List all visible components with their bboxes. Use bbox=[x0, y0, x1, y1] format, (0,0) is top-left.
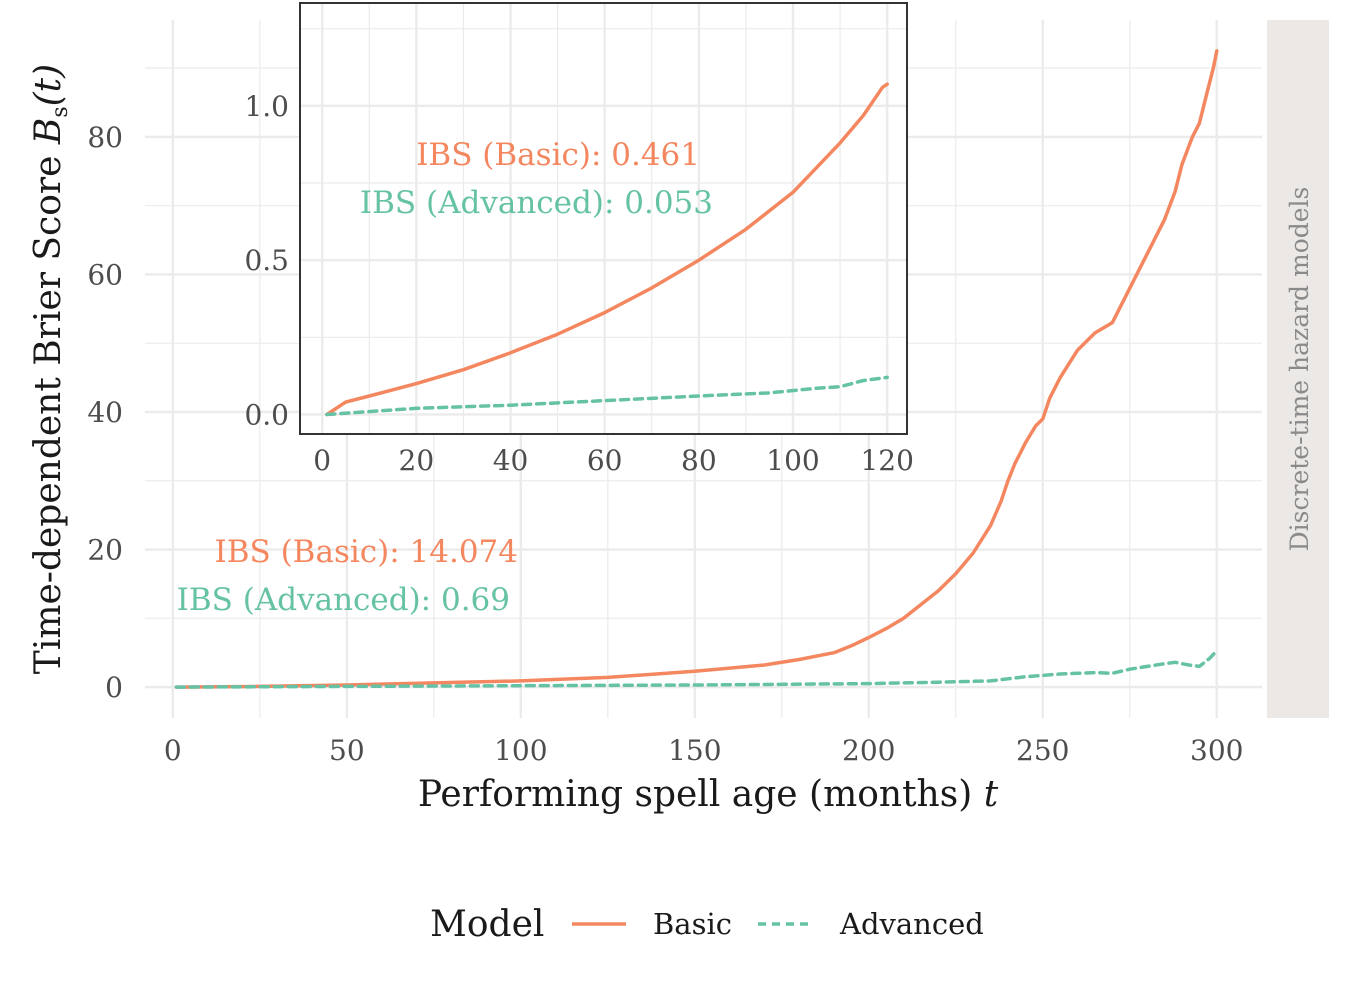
x-tick-label: 120 bbox=[860, 444, 913, 477]
inset-ibs-basic-annotation: IBS (Basic): 0.461 bbox=[416, 137, 700, 173]
legend-label-basic: Basic bbox=[653, 907, 732, 941]
y-tick-label: 20 bbox=[87, 534, 123, 567]
x-tick-label: 20 bbox=[399, 444, 435, 477]
y-tick-label: 40 bbox=[87, 396, 123, 429]
x-tick-label: 300 bbox=[1190, 734, 1243, 767]
y-tick-label: 0.5 bbox=[244, 244, 289, 277]
x-tick-label: 60 bbox=[587, 444, 623, 477]
y-tick-label: 0 bbox=[105, 671, 123, 704]
inset-y-tick-labels: 0.0 0.5 1.0 bbox=[244, 90, 289, 432]
legend-title: Model bbox=[430, 904, 544, 945]
x-tick-label: 250 bbox=[1016, 734, 1069, 767]
inset-panel-grid bbox=[301, 4, 906, 433]
y-axis-title: Time-dependent Brier Score Bs(t) bbox=[28, 64, 73, 674]
x-tick-label: 80 bbox=[681, 444, 717, 477]
x-tick-label: 100 bbox=[494, 734, 547, 767]
series-line-basic bbox=[174, 49, 1219, 689]
legend-label-advanced: Advanced bbox=[839, 907, 984, 941]
y-tick-label: 0.0 bbox=[244, 398, 289, 431]
y-tick-label: 60 bbox=[87, 258, 123, 291]
inset-panel-border bbox=[299, 2, 908, 435]
x-axis-title: Performing spell age (months) t bbox=[418, 774, 999, 815]
main-ibs-advanced-annotation: IBS (Advanced): 0.69 bbox=[177, 582, 510, 618]
main-ibs-basic-annotation: IBS (Basic): 14.074 bbox=[214, 534, 518, 570]
main-series-lines bbox=[174, 49, 1219, 689]
x-tick-label: 50 bbox=[329, 734, 365, 767]
series-line-advanced bbox=[174, 648, 1219, 689]
x-tick-label: 0 bbox=[313, 444, 331, 477]
series-line-basic bbox=[325, 82, 889, 417]
inset-ibs-advanced-annotation: IBS (Advanced): 0.053 bbox=[360, 185, 713, 221]
x-tick-label: 100 bbox=[766, 444, 819, 477]
y-tick-label: 80 bbox=[87, 121, 123, 154]
main-y-tick-labels: 0 20 40 60 80 bbox=[87, 121, 123, 704]
series-line-advanced bbox=[325, 375, 889, 417]
x-tick-label: 200 bbox=[842, 734, 895, 767]
y-tick-label: 1.0 bbox=[244, 90, 289, 123]
x-tick-label: 150 bbox=[668, 734, 721, 767]
facet-strip-label: Discrete-time hazard models bbox=[1285, 187, 1314, 552]
inset-series-lines bbox=[325, 82, 889, 417]
legend: Model Basic Advanced bbox=[430, 904, 984, 945]
x-tick-label: 0 bbox=[164, 734, 182, 767]
main-x-tick-labels: 0 50 100 150 200 250 300 bbox=[164, 734, 1244, 767]
facet-strip bbox=[1267, 20, 1329, 718]
x-tick-label: 40 bbox=[493, 444, 529, 477]
inset-x-tick-labels: 0 20 40 60 80 100 120 bbox=[313, 444, 914, 477]
